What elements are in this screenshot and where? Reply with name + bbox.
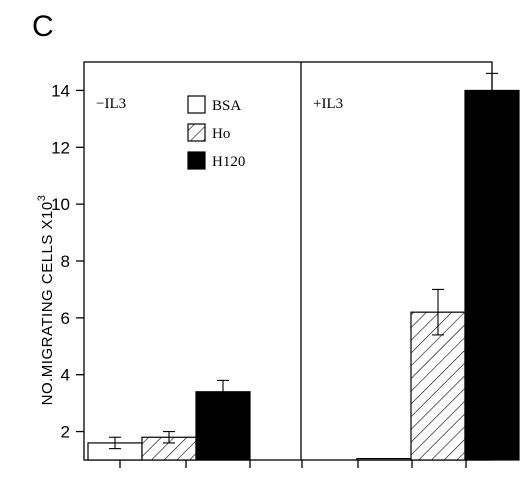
panel-label: −IL3 <box>96 96 126 112</box>
y-tick-label: 2 <box>61 423 70 442</box>
y-axis-label-superscript: 3 <box>36 195 48 202</box>
y-tick-label: 10 <box>51 195 70 214</box>
y-tick-label: 4 <box>61 366 70 385</box>
panel-label: +IL3 <box>313 96 343 112</box>
legend-label-ho: Ho <box>212 126 230 142</box>
y-tick-label: 8 <box>61 252 70 271</box>
y-tick-label: 14 <box>51 81 70 100</box>
bar-plus-il3-h120 <box>464 89 520 461</box>
bar-minus-il3-h120 <box>195 391 251 461</box>
bar-plus-il3-ho <box>410 311 466 461</box>
y-tick-label: 6 <box>61 309 70 328</box>
legend-swatch-h120 <box>187 151 206 170</box>
y-axis-label: NO.MIGRATING CELLS X103 <box>36 195 56 406</box>
legend-swatch-ho <box>187 123 206 142</box>
legend-swatch-bsa <box>187 95 206 114</box>
chart-marks: 2 4 6 8 10 12 14 −IL3 +IL3 BSA Ho H120 <box>51 62 520 468</box>
panel-letter: C <box>32 10 54 43</box>
y-tick-label: 12 <box>51 138 70 157</box>
y-axis-label-text: NO.MIGRATING CELLS X10 <box>39 201 56 405</box>
legend-label-bsa: BSA <box>212 98 241 114</box>
bar-plus-il3-bsa <box>356 457 412 461</box>
legend-label-h120: H120 <box>212 154 245 170</box>
